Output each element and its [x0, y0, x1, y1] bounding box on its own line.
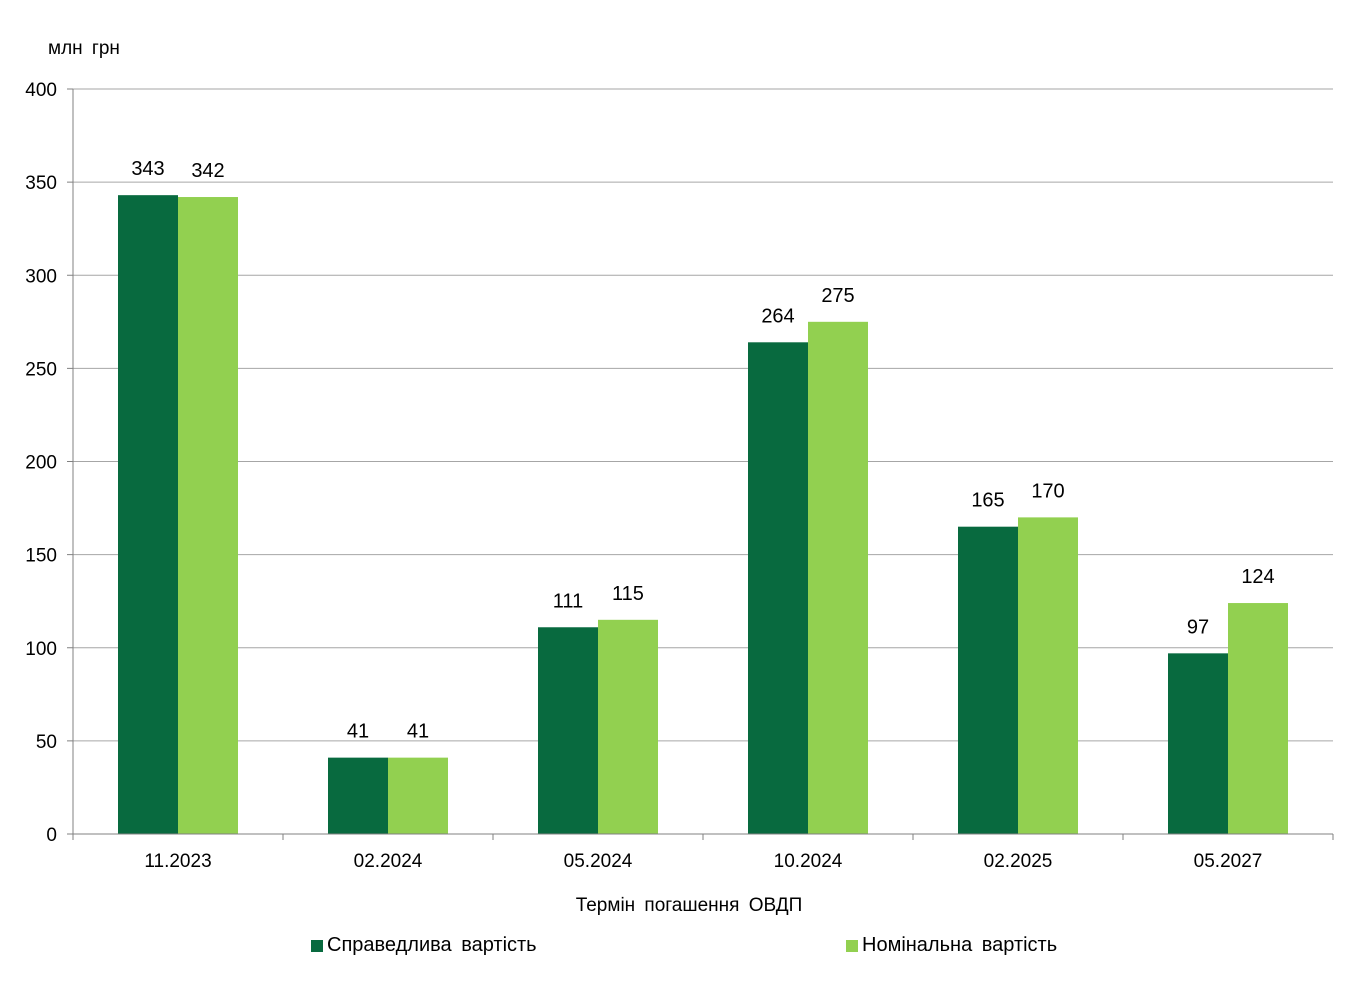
x-tick-label: 02.2024	[354, 851, 423, 872]
gridlines	[73, 88, 1333, 742]
bar	[1228, 603, 1288, 834]
y-tick-label: 100	[25, 639, 57, 660]
x-tick-label: 05.2027	[1194, 851, 1263, 872]
legend-item-fair-value: Справедлива вартість	[311, 934, 537, 957]
y-tick-label: 150	[25, 546, 57, 567]
legend-label-nominal-value: Номінальна вартість	[862, 934, 1058, 956]
data-label: 342	[191, 160, 224, 182]
bar	[178, 197, 238, 834]
data-label: 165	[971, 490, 1004, 512]
y-tick-labels: 0 50 100 150 200 250 300 350 400	[25, 80, 57, 846]
y-tick-label: 200	[25, 453, 57, 474]
y-tick-label: 50	[36, 732, 57, 753]
data-label: 41	[347, 721, 369, 743]
legend-swatch-nominal-value	[846, 939, 858, 952]
x-tick-label: 05.2024	[564, 851, 633, 872]
data-label: 111	[553, 590, 583, 612]
data-label: 97	[1187, 616, 1209, 638]
y-tick-label: 250	[25, 359, 57, 380]
data-label: 170	[1031, 480, 1064, 502]
bar	[388, 757, 448, 834]
data-label: 343	[131, 158, 164, 180]
bar	[598, 619, 658, 834]
x-tick-labels: 11.2023 02.2024 05.2024 10.2024 02.2025 05.20…	[144, 851, 1262, 872]
y-tick-label: 0	[46, 825, 57, 846]
data-label: 41	[407, 721, 429, 743]
bar	[958, 526, 1018, 834]
data-label: 115	[612, 583, 644, 605]
legend-swatch-fair-value	[311, 939, 323, 952]
x-tick-label: 11.2023	[144, 851, 211, 872]
data-label: 124	[1241, 566, 1274, 588]
bar	[808, 321, 868, 834]
data-label: 264	[761, 305, 794, 327]
bar	[1018, 517, 1078, 834]
x-axis-title: Термін погашення ОВДП	[576, 895, 803, 916]
bar	[1168, 653, 1228, 834]
legend: Справедлива вартість Номінальна вартість	[0, 934, 1361, 960]
y-tick-label: 400	[25, 80, 57, 101]
axes	[67, 88, 1334, 840]
bars	[118, 195, 1288, 835]
bar	[748, 342, 808, 834]
x-tick-label: 02.2025	[984, 851, 1053, 872]
y-tick-label: 300	[25, 266, 57, 287]
data-label: 275	[821, 285, 854, 307]
legend-label-fair-value: Справедлива вартість	[327, 934, 537, 956]
x-tick-label: 10.2024	[774, 851, 843, 872]
data-labels: 343 342 41 41 111 115 264 275 165 170 97 124	[131, 158, 1274, 742]
y-axis-title: млн грн	[48, 38, 120, 59]
bar	[328, 757, 388, 834]
bar	[538, 627, 598, 834]
legend-item-nominal-value: Номінальна вартість	[846, 934, 1057, 957]
bar	[118, 195, 178, 835]
y-tick-label: 350	[25, 173, 57, 194]
